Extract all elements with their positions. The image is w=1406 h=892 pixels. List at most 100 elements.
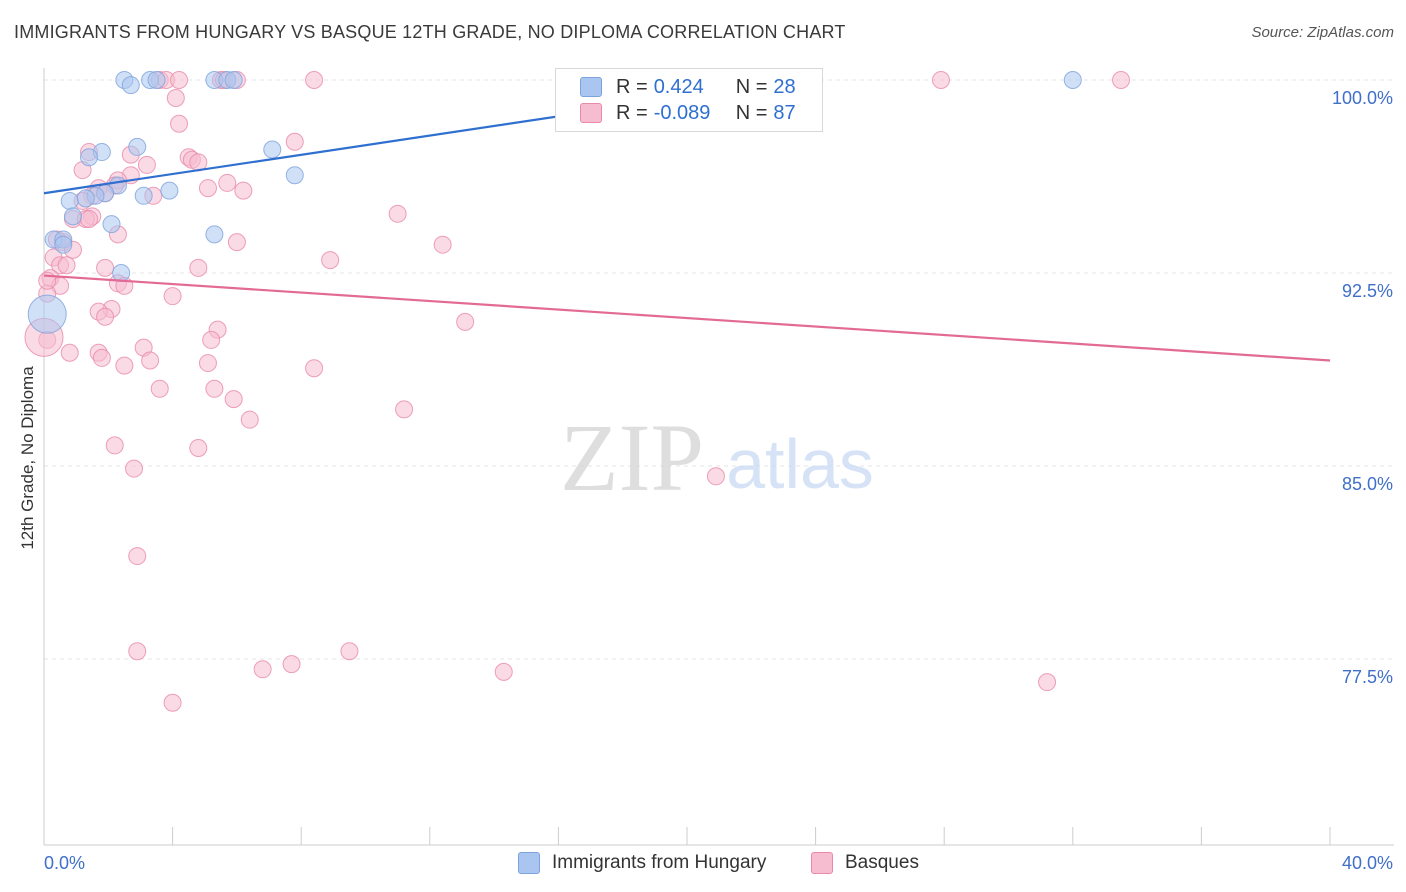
basques-point [170, 71, 189, 89]
gridlines [44, 79, 1394, 660]
basques-point [218, 173, 237, 192]
hungary-point [121, 76, 140, 95]
chart-title: IMMIGRANTS FROM HUNGARY VS BASQUE 12TH G… [14, 22, 846, 42]
hungary-point [102, 215, 121, 234]
hungary-point [147, 71, 166, 89]
basques-point [494, 662, 513, 681]
basques-point [137, 155, 156, 174]
legend-swatch-basques [811, 852, 833, 874]
hungary-point [63, 207, 82, 226]
basques-point [128, 547, 147, 566]
legend-row-hungary: R = 0.424 N = 28 [580, 74, 796, 100]
series-legend: Immigrants from Hungary Basques [0, 852, 1406, 878]
hungary-point [76, 189, 95, 208]
basques-point [240, 410, 259, 429]
basques-point [931, 71, 950, 89]
basques-point [227, 233, 246, 252]
hungary-point [54, 235, 73, 254]
y-tick-label: 77.5% [1342, 667, 1393, 687]
legend-label-basques: Basques [845, 852, 919, 873]
hungary-point [112, 264, 131, 282]
basques-point [163, 287, 182, 306]
hungary-point [263, 140, 282, 159]
legend-row-basques: R = -0.089 N = 87 [580, 100, 796, 126]
basques-points [24, 71, 1131, 712]
legend-n-label: N = [735, 75, 768, 98]
basques-point [285, 132, 304, 151]
basques-point [150, 379, 169, 398]
legend-swatch-hungary [580, 77, 602, 97]
basques-point [282, 655, 301, 674]
basques-point [92, 348, 111, 367]
hungary-point [60, 191, 79, 210]
hungary-point [205, 225, 224, 244]
basques-point [340, 642, 359, 661]
basques-point [166, 89, 185, 108]
hungary-point [27, 294, 67, 334]
basques-point [305, 71, 324, 89]
basques-point [433, 235, 452, 254]
hungary-point [224, 71, 243, 89]
basques-point [189, 258, 208, 277]
watermark-atlas: atlas [726, 425, 874, 503]
legend-item-basques[interactable]: Basques [811, 852, 919, 874]
basques-point [125, 459, 144, 478]
basques-point [96, 258, 115, 277]
legend-r-value: 0.424 [653, 75, 704, 98]
legend-label-hungary: Immigrants from Hungary [552, 852, 767, 873]
hungary-points [27, 71, 1082, 334]
basques-point [198, 354, 217, 373]
basques-point [321, 251, 340, 270]
basques-point [305, 359, 324, 378]
source-label: Source: ZipAtlas.com [1251, 24, 1394, 41]
y-tick-label: 85.0% [1342, 474, 1393, 494]
basques-point [205, 379, 224, 398]
watermark-zip: ZIP [560, 404, 704, 511]
legend-swatch-hungary [518, 852, 540, 874]
basques-point [80, 209, 99, 228]
basques-point [706, 467, 725, 486]
watermark: ZIP atlas [560, 404, 874, 511]
basques-point [198, 179, 217, 198]
basques-point [57, 256, 76, 275]
hungary-point [1063, 71, 1082, 89]
x-tick-label-max: 40.0% [1342, 853, 1393, 873]
hungary-point [128, 137, 147, 156]
basques-point [1112, 71, 1131, 89]
hungary-point [160, 181, 179, 200]
basques-point [60, 343, 79, 362]
legend-item-hungary[interactable]: Immigrants from Hungary [518, 852, 766, 874]
legend-n-value: 87 [773, 101, 796, 124]
basques-point [395, 400, 414, 419]
basques-point [189, 438, 208, 457]
basques-point [253, 660, 272, 679]
axes [43, 68, 1394, 846]
legend-r-label: R = [616, 75, 648, 98]
basques-point [128, 642, 147, 661]
basques-point [202, 330, 221, 349]
basques-point [234, 181, 253, 200]
hungary-point [285, 166, 304, 185]
legend-n-value: 28 [773, 75, 796, 98]
basques-point [115, 356, 134, 375]
legend-r-label: R = [616, 101, 648, 124]
basques-point [456, 312, 475, 331]
hungary-point [134, 186, 153, 205]
basques-point [388, 204, 407, 223]
y-tick-label: 92.5% [1342, 281, 1393, 301]
x-tick-label-min: 0.0% [44, 853, 85, 873]
tick-labels: 100.0% 92.5% 85.0% 77.5% 0.0% 40.0% [44, 88, 1393, 873]
basques-trend-line [43, 274, 1331, 362]
legend-swatch-basques [580, 103, 602, 123]
hungary-point [80, 148, 99, 167]
y-tick-label: 100.0% [1332, 88, 1393, 108]
basques-point [1038, 673, 1057, 692]
basques-point [170, 114, 189, 133]
basques-point [224, 390, 243, 409]
basques-point [141, 351, 160, 370]
basques-point [96, 307, 115, 326]
legend-r-value: -0.089 [653, 101, 711, 124]
stats-legend: R = 0.424 N = 28 R = -0.089 N = 87 [555, 68, 823, 132]
basques-point [105, 436, 124, 455]
